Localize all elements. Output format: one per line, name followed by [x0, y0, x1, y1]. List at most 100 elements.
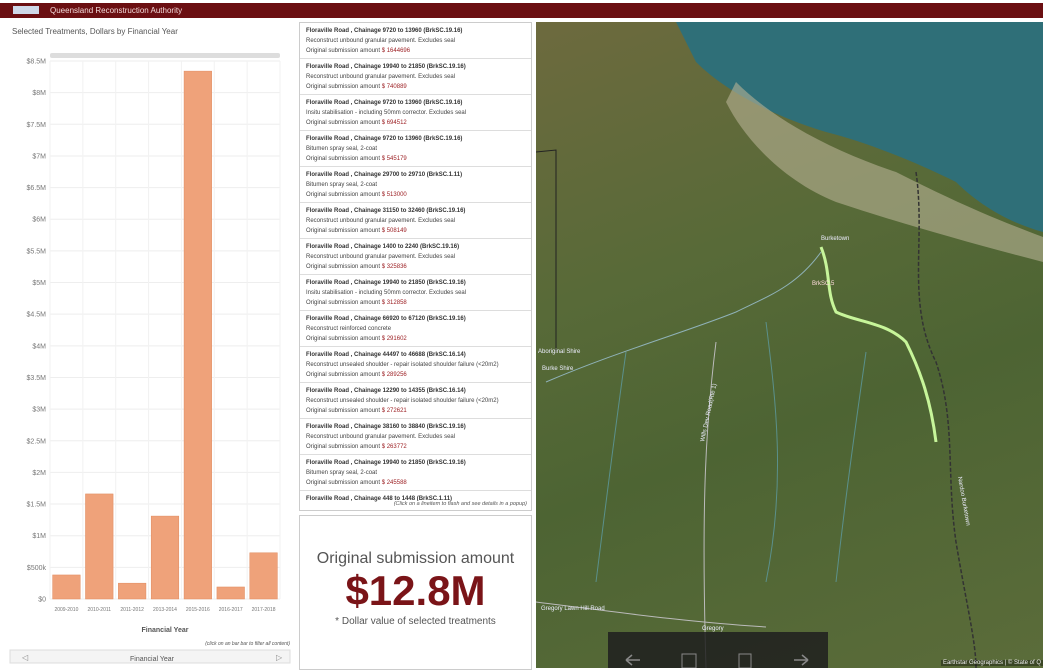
page-edge [1043, 0, 1058, 668]
item-label: Original submission amount [306, 480, 380, 486]
item-amount-line: Original submission amount $ 289256 [306, 370, 525, 380]
list-item[interactable]: Floraville Road , Chainage 19940 to 2185… [300, 59, 531, 95]
y-tick-label: $5.5M [27, 248, 47, 255]
list-item[interactable]: Floraville Road , Chainage 31150 to 3246… [300, 203, 531, 239]
list-item[interactable]: Floraville Road , Chainage 9720 to 13960… [300, 23, 531, 59]
list-item[interactable]: Floraville Road , Chainage 1400 to 2240 … [300, 239, 531, 275]
list-item[interactable]: Floraville Road , Chainage 19940 to 2185… [300, 275, 531, 311]
bar[interactable] [184, 71, 212, 599]
toolbar-icons [608, 632, 828, 668]
bar[interactable] [53, 575, 81, 599]
item-amount: $ 740889 [382, 84, 407, 90]
item-amount: $ 1644696 [382, 48, 410, 54]
y-tick-label: $2M [32, 470, 46, 477]
list-item[interactable]: Floraville Road , Chainage 12290 to 1435… [300, 383, 531, 419]
item-title: Floraville Road , Chainage 9720 to 13960… [306, 26, 525, 36]
item-label: Original submission amount [306, 372, 380, 378]
item-amount: $ 325836 [382, 264, 407, 270]
chart-note: (click on an bar bar to filter all conte… [205, 641, 290, 647]
y-tick-label: $7.5M [27, 122, 47, 129]
map-toolbar [608, 632, 828, 668]
item-amount: $ 289256 [382, 372, 407, 378]
scroll-left[interactable]: ◁ [22, 653, 29, 662]
item-desc: Insitu stabilisation - including 50mm co… [306, 108, 525, 118]
item-amount-line: Original submission amount $ 312858 [306, 298, 525, 308]
list-item[interactable]: Floraville Road , Chainage 9720 to 13960… [300, 131, 531, 167]
y-tick-label: $7M [32, 153, 46, 160]
item-title: Floraville Road , Chainage 38160 to 3884… [306, 422, 525, 432]
map-attribution: Earthstar Geographics | © State of Q [941, 660, 1043, 666]
app-title: Queensland Reconstruction Authority [50, 3, 182, 18]
y-tick-label: $500k [27, 565, 47, 572]
item-label: Original submission amount [306, 48, 380, 54]
item-title: Floraville Road , Chainage 19940 to 2185… [306, 62, 525, 72]
item-label: Original submission amount [306, 156, 380, 162]
logo [13, 6, 39, 14]
item-desc: Reconstruct unsealed shoulder - repair i… [306, 396, 525, 406]
item-amount-line: Original submission amount $ 508149 [306, 226, 525, 236]
list-item[interactable]: Floraville Road , Chainage 29700 to 2971… [300, 167, 531, 203]
map[interactable]: Burketown BrkSC.5 Aboriginal Shire Burke… [536, 22, 1043, 668]
item-amount-line: Original submission amount $ 545179 [306, 154, 525, 164]
item-amount-line: Original submission amount $ 263772 [306, 442, 525, 452]
back-button[interactable] [626, 655, 640, 665]
y-tick-label: $3.5M [27, 375, 47, 382]
item-label: Original submission amount [306, 300, 380, 306]
item-title: Floraville Road , Chainage 1400 to 2240 … [306, 242, 525, 252]
item-title: Floraville Road , Chainage 29700 to 2971… [306, 170, 525, 180]
y-tick-label: $4M [32, 343, 46, 350]
item-amount: $ 513000 [382, 192, 407, 198]
item-amount-line: Original submission amount $ 1644696 [306, 46, 525, 56]
range-slider[interactable] [50, 53, 280, 58]
item-amount: $ 545179 [382, 156, 407, 162]
item-desc: Reconstruct unbound granular pavement. E… [306, 216, 525, 226]
item-amount-line: Original submission amount $ 694512 [306, 118, 525, 128]
item-amount: $ 245588 [382, 480, 407, 486]
y-tick-label: $3M [32, 407, 46, 414]
item-title: Floraville Road , Chainage 9720 to 13960… [306, 98, 525, 108]
item-desc: Reconstruct unbound granular pavement. E… [306, 252, 525, 262]
list-items: Floraville Road , Chainage 9720 to 13960… [300, 23, 531, 511]
delete-button[interactable] [739, 654, 751, 668]
scroll-right[interactable]: ▷ [276, 653, 283, 662]
bar[interactable] [118, 583, 146, 599]
bar[interactable] [85, 494, 113, 599]
map-label: Gregory Lawn Hill Road [541, 606, 605, 612]
x-tick-label: 2010-2011 [88, 607, 112, 613]
list-item[interactable]: Floraville Road , Chainage 66920 to 6712… [300, 311, 531, 347]
chart-panel: Selected Treatments, Dollars by Financia… [0, 22, 294, 668]
scroll-label: Financial Year [130, 656, 175, 663]
item-amount-line: Original submission amount $ 740889 [306, 82, 525, 92]
treatment-list: Floraville Road , Chainage 9720 to 13960… [299, 22, 532, 511]
save-button[interactable] [682, 654, 696, 668]
y-tick-label: $2.5M [27, 438, 47, 445]
item-desc: Insitu stabilisation - including 50mm co… [306, 288, 525, 298]
y-tick-label: $8M [32, 90, 46, 97]
item-title: Floraville Road , Chainage 9720 to 13960… [306, 134, 525, 144]
item-amount: $ 263772 [382, 444, 407, 450]
map-label: Nardoo Burketown [956, 476, 971, 526]
bar[interactable] [151, 516, 179, 599]
indicator-value: $12.8M [300, 568, 531, 614]
x-tick-label: 2015-2016 [186, 607, 210, 613]
item-label: Original submission amount [306, 336, 380, 342]
item-amount: $ 291602 [382, 336, 407, 342]
list-item[interactable]: Floraville Road , Chainage 44497 to 4668… [300, 347, 531, 383]
list-item[interactable]: Floraville Road , Chainage 38160 to 3884… [300, 419, 531, 455]
item-desc: Reconstruct unsealed shoulder - repair i… [306, 360, 525, 370]
item-desc: Bitumen spray seal, 2-coat [306, 180, 525, 190]
bar[interactable] [250, 553, 278, 599]
item-amount-line: Original submission amount $ 272621 [306, 406, 525, 416]
map-label: Burke Shire [542, 366, 574, 372]
list-item[interactable]: Floraville Road , Chainage 9720 to 13960… [300, 95, 531, 131]
forward-button[interactable] [794, 655, 808, 665]
map-label: Burketown [821, 236, 849, 242]
item-title: Floraville Road , Chainage 12290 to 1435… [306, 386, 525, 396]
y-tick-label: $0 [38, 597, 46, 604]
item-title: Floraville Road , Chainage 19940 to 2185… [306, 278, 525, 288]
item-amount: $ 508149 [382, 228, 407, 234]
chart-title: Selected Treatments, Dollars by Financia… [12, 27, 178, 36]
bar[interactable] [217, 587, 245, 599]
list-item[interactable]: Floraville Road , Chainage 19940 to 2185… [300, 455, 531, 491]
item-amount: $ 272621 [382, 408, 407, 414]
